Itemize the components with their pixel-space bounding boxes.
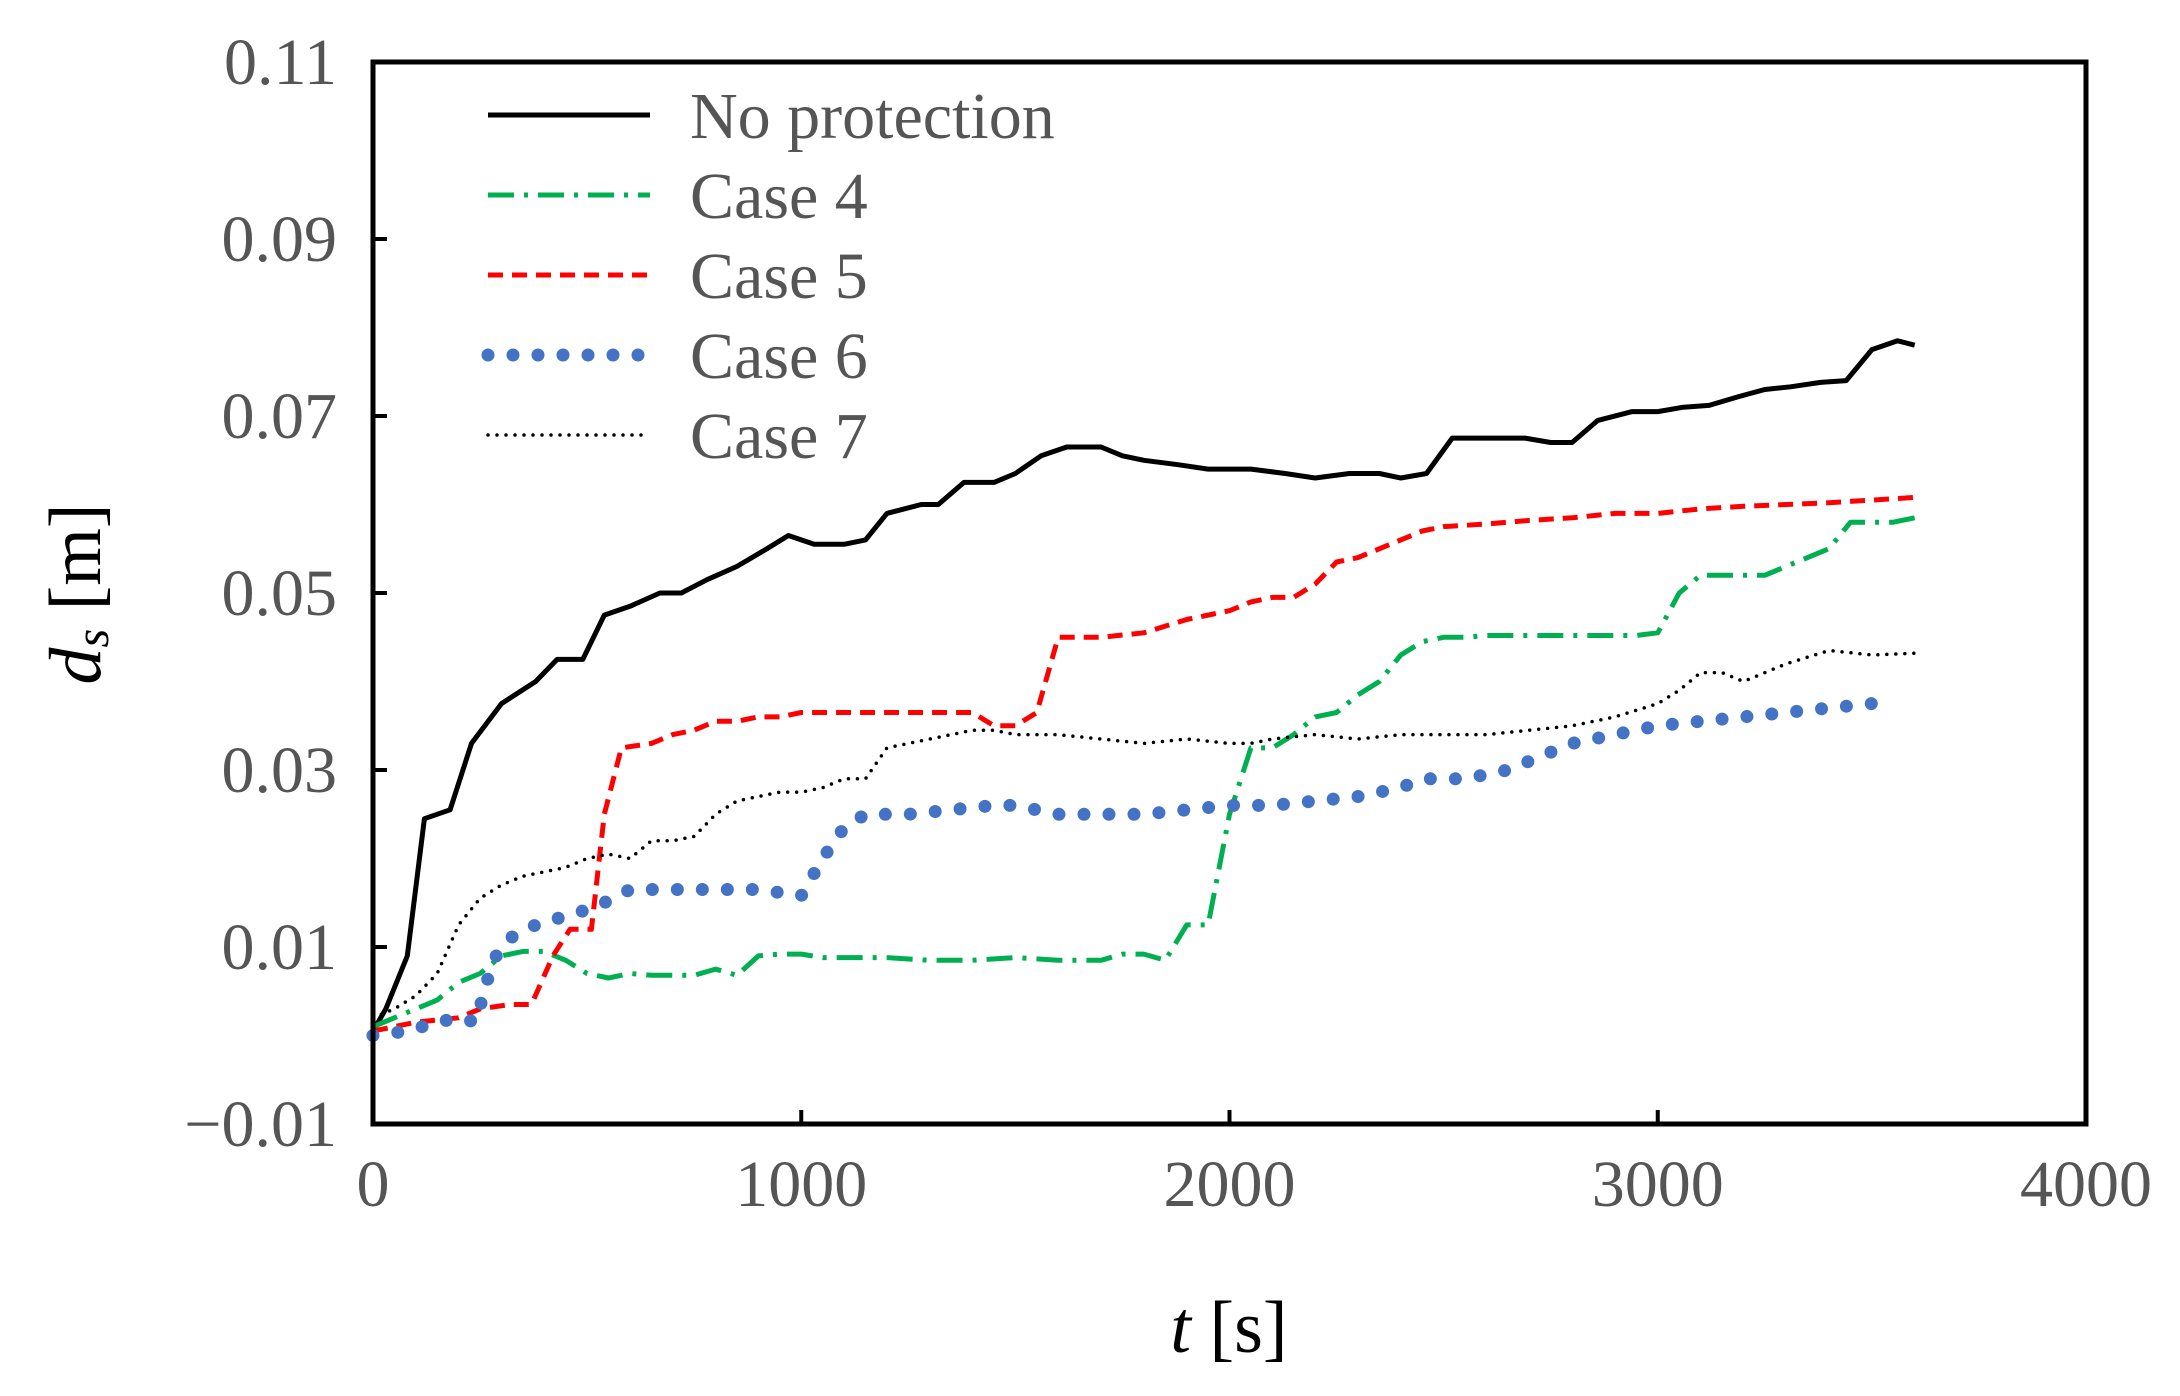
- legend-label-no-protection: No protection: [690, 80, 1055, 153]
- plot-frame: [370, 59, 2089, 1127]
- series-line-no-protection: [370, 338, 1916, 1033]
- x-tick-label: 0: [357, 1148, 390, 1221]
- y-axis-title: ds [m]: [35, 503, 119, 684]
- x-tick-label: 4000: [2020, 1148, 2152, 1221]
- legend-label-case-7: Case 7: [690, 400, 868, 473]
- y-tick-label: 0.07: [222, 380, 338, 453]
- series-line-case-4: [372, 515, 1916, 1030]
- y-tick-label: 0.01: [222, 911, 338, 984]
- x-tick-label: 3000: [1592, 1148, 1724, 1221]
- y-tick-label: 0.11: [224, 26, 337, 99]
- series-line-case-5: [372, 494, 1915, 1034]
- legend-label-case-5: Case 5: [690, 240, 868, 313]
- y-tick-label: −0.01: [184, 1088, 337, 1161]
- x-tick-label: 2000: [1164, 1148, 1296, 1221]
- x-tick-labels: 0 1000 2000 3000 4000: [357, 1148, 2153, 1221]
- x-tick-label: 1000: [735, 1148, 867, 1221]
- y-tick-label: 0.09: [222, 203, 338, 276]
- y-tick-label: 0.05: [222, 557, 338, 630]
- series-layer: [366, 338, 1917, 1042]
- x-axis-title: t [s]: [1170, 1287, 1287, 1369]
- y-tick-labels: −0.01 0.01 0.03 0.05 0.07 0.09 0.11: [184, 26, 337, 1161]
- series-line-case-6: [366, 692, 1900, 1042]
- y-tick-label: 0.03: [222, 734, 338, 807]
- legend-label-case-6: Case 6: [690, 320, 868, 393]
- ticks-layer: [371, 60, 2088, 1126]
- legend-label-case-4: Case 4: [690, 160, 868, 233]
